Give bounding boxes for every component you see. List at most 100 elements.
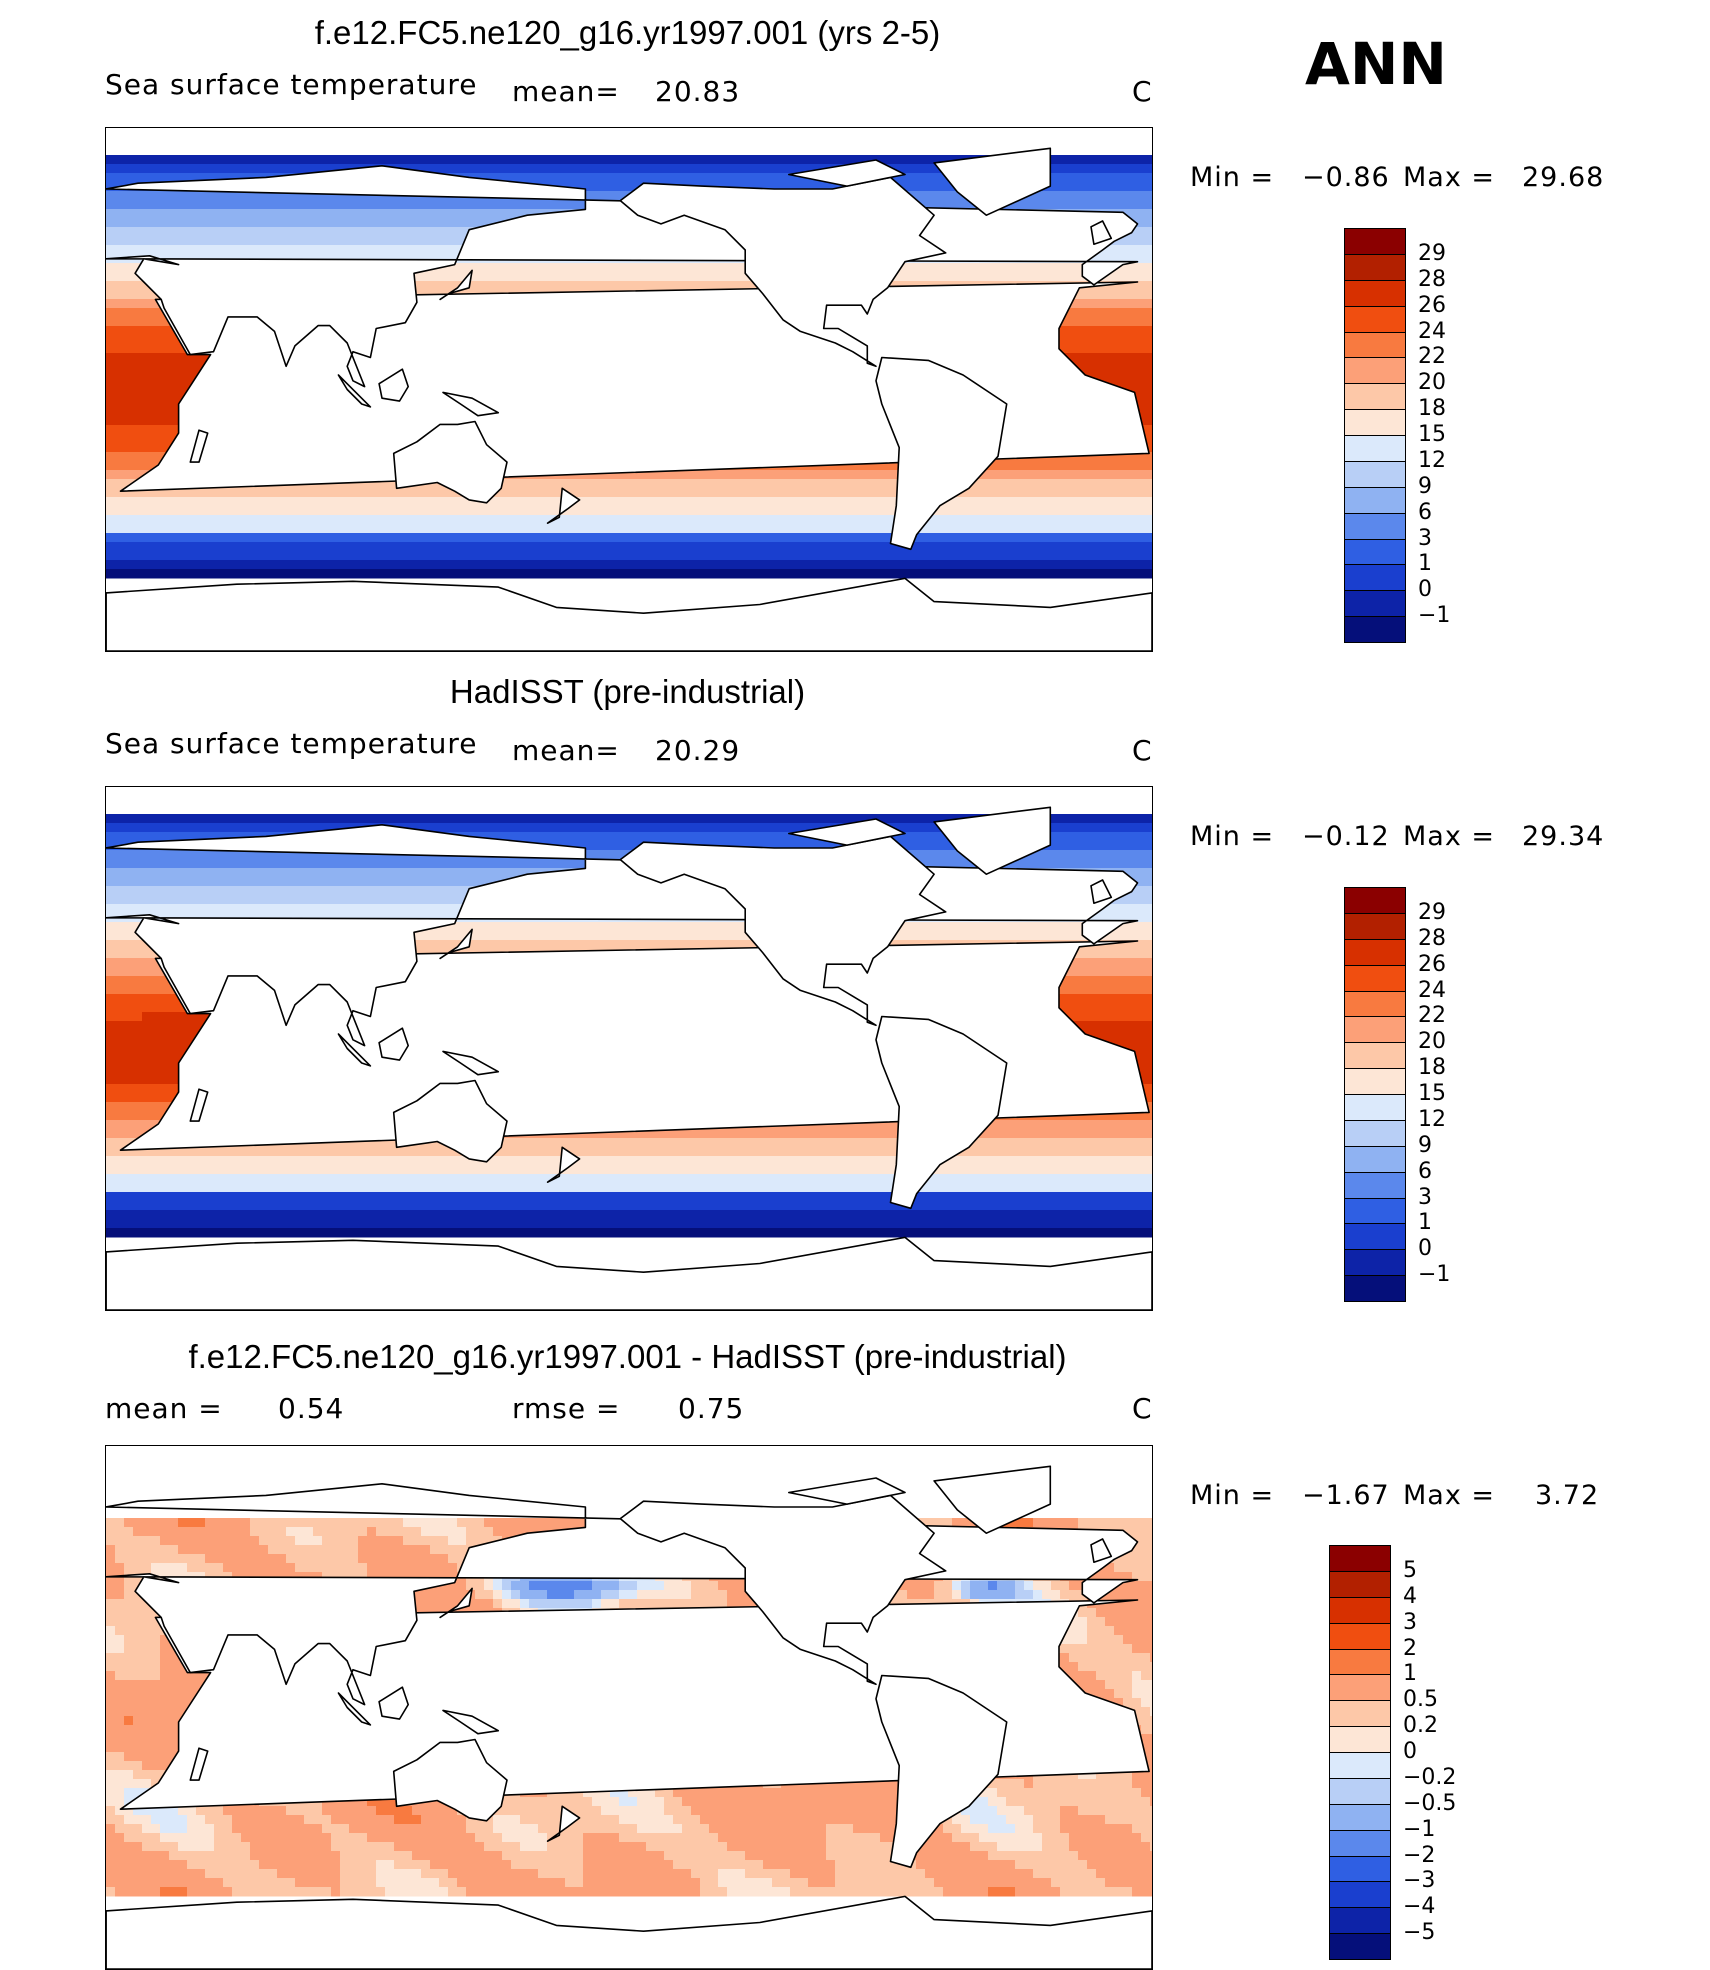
- panel-2-mean-value: 20.29: [655, 734, 741, 767]
- panel-2-min-label: Min =: [1190, 821, 1275, 852]
- panel-3-colorbar: 5 4 3 2 1 0.5 0.2 0 −0.2 −0.5 −1 −2 −3 −4 −5: [1329, 1545, 1549, 1960]
- colorbar-swatch: [1344, 1068, 1406, 1095]
- panel-2-title: HadISST (pre-industrial): [449, 673, 806, 710]
- panel-2-units: C: [1132, 734, 1153, 767]
- continents: [106, 147, 1152, 651]
- colorbar-label: 3: [1403, 1609, 1417, 1635]
- panel-2-map-canvas: [106, 806, 1152, 1310]
- panel-2-variable: Sea surface temperature: [105, 727, 478, 760]
- colorbar-swatch: [1329, 1777, 1391, 1805]
- colorbar-label: 26: [1418, 292, 1446, 318]
- colorbar-label: −0.2: [1403, 1764, 1457, 1790]
- colorbar-label: 5: [1403, 1557, 1417, 1583]
- colorbar-swatch: [1344, 1275, 1406, 1302]
- panel-1-mean-value: 20.83: [655, 75, 741, 108]
- colorbar-swatch: [1344, 616, 1406, 643]
- colorbar-label: 15: [1418, 422, 1446, 447]
- panel-2-min-value: −0.12: [1302, 821, 1390, 852]
- colorbar-label: 0: [1418, 1236, 1432, 1262]
- panel-1-max-value: 29.68: [1522, 162, 1605, 193]
- colorbar-label: −2: [1403, 1842, 1436, 1868]
- colorbar-swatch: [1329, 1907, 1391, 1935]
- colorbar-label: 0: [1403, 1739, 1417, 1764]
- colorbar-swatch: [1344, 279, 1406, 307]
- panel-3-rmse-value: 0.75: [678, 1392, 745, 1425]
- colorbar-label: 1: [1418, 551, 1432, 577]
- colorbar-label: −1: [1418, 603, 1451, 629]
- colorbar-swatch: [1344, 486, 1406, 514]
- colorbar-label: 6: [1418, 499, 1432, 525]
- colorbar-label: 12: [1418, 1106, 1446, 1132]
- panel-1-mean-label: mean=: [512, 75, 620, 108]
- colorbar-swatch: [1344, 512, 1406, 540]
- panel-1-min-label: Min =: [1190, 162, 1275, 193]
- colorbar-label: 6: [1418, 1158, 1432, 1184]
- panel-2-mean-label: mean=: [512, 734, 620, 767]
- panel-3-title: f.e12.FC5.ne120_g16.yr1997.001 - HadISST…: [188, 1338, 1067, 1375]
- colorbar-label: 26: [1418, 951, 1446, 977]
- colorbar-label: 3: [1418, 1184, 1432, 1210]
- panel-3-max-value: 3.72: [1535, 1480, 1600, 1511]
- colorbar-swatch: [1344, 357, 1406, 385]
- colorbar-swatch: [1344, 1042, 1406, 1070]
- colorbar-swatch: [1329, 1622, 1391, 1650]
- colorbar-label: 22: [1418, 1003, 1446, 1029]
- colorbar-swatch: [1329, 1933, 1391, 1960]
- colorbar-swatch: [1329, 1700, 1391, 1728]
- colorbar-swatch: [1344, 912, 1406, 940]
- colorbar-swatch: [1344, 1094, 1406, 1121]
- colorbar-swatch: [1329, 1752, 1391, 1779]
- colorbar-swatch: [1344, 331, 1406, 359]
- panel-3-rmse-label: rmse =: [512, 1392, 621, 1425]
- colorbar-swatch: [1344, 590, 1406, 618]
- colorbar-label: −1: [1418, 1262, 1451, 1288]
- colorbar-label: 18: [1418, 1055, 1446, 1081]
- colorbar-label: 29: [1418, 899, 1446, 925]
- colorbar-label: 9: [1418, 473, 1432, 499]
- colorbar-swatch: [1344, 460, 1406, 488]
- colorbar-label: 2: [1403, 1635, 1417, 1661]
- season-label: ANN: [1305, 30, 1447, 98]
- panel-3-max-label: Max =: [1403, 1480, 1496, 1511]
- colorbar-swatch: [1344, 887, 1406, 914]
- panel-2-colorbar: 29 28 26 24 22 20 18 15 12 9 6 3 1 0 −1: [1344, 887, 1544, 1302]
- colorbar-label: −1: [1403, 1816, 1436, 1842]
- colorbar-swatch: [1329, 1829, 1391, 1857]
- panel-1-max-label: Max =: [1403, 162, 1496, 193]
- colorbar-swatch: [1344, 253, 1406, 281]
- panel-1-map: [105, 127, 1153, 652]
- colorbar-swatch: [1329, 1726, 1391, 1753]
- colorbar-label: 20: [1418, 370, 1446, 396]
- colorbar-label: 12: [1418, 447, 1446, 473]
- colorbar-swatch: [1344, 1197, 1406, 1225]
- continents: [106, 1465, 1152, 1969]
- panel-3-units: C: [1132, 1392, 1153, 1425]
- colorbar-label: 1: [1403, 1661, 1417, 1687]
- panel-3-mean-value: 0.54: [278, 1392, 345, 1425]
- colorbar-swatch: [1344, 1016, 1406, 1044]
- colorbar-swatch: [1329, 1881, 1391, 1909]
- panel-1-title: f.e12.FC5.ne120_g16.yr1997.001 (yrs 2-5): [314, 14, 941, 51]
- colorbar-swatch: [1344, 1145, 1406, 1173]
- colorbar-swatch: [1344, 938, 1406, 966]
- panel-3-min-label: Min =: [1190, 1480, 1275, 1511]
- colorbar-label: 24: [1418, 318, 1446, 344]
- colorbar-label: 0.5: [1403, 1687, 1438, 1713]
- colorbar-swatch: [1344, 538, 1406, 566]
- colorbar-swatch: [1329, 1855, 1391, 1883]
- panel-1-colorbar: 29 28 26 24 22 20 18 15 12 9 6 3 1 0 −1: [1344, 228, 1544, 643]
- colorbar-swatch: [1329, 1648, 1391, 1676]
- colorbar-label: 22: [1418, 344, 1446, 370]
- panel-1-variable: Sea surface temperature: [105, 68, 478, 101]
- colorbar-swatch: [1329, 1545, 1391, 1572]
- colorbar-swatch: [1329, 1570, 1391, 1598]
- panel-3-mean-label: mean =: [105, 1392, 223, 1425]
- colorbar-swatch: [1344, 1223, 1406, 1251]
- colorbar-swatch: [1344, 228, 1406, 255]
- colorbar-swatch: [1344, 1171, 1406, 1199]
- panel-1-map-canvas: [106, 147, 1152, 651]
- panel-2-max-value: 29.34: [1522, 821, 1605, 852]
- panel-3-map: [105, 1445, 1153, 1970]
- panel-1-min-value: −0.86: [1302, 162, 1390, 193]
- colorbar-swatch: [1329, 1803, 1391, 1831]
